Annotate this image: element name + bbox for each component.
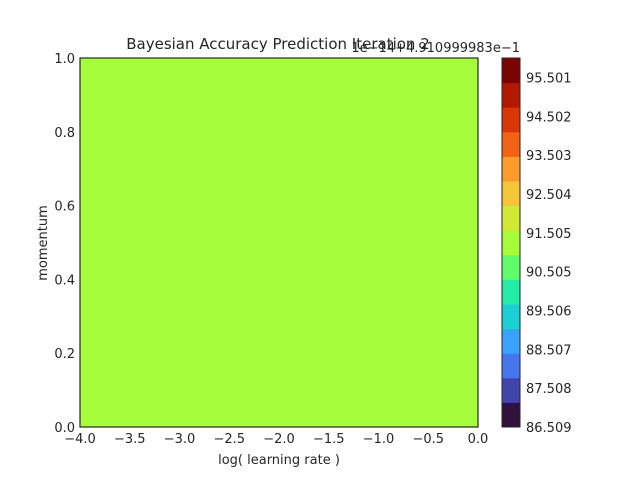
colorbar-band <box>502 328 520 354</box>
colorbar-frame <box>501 57 521 428</box>
colorbar-band <box>502 131 520 157</box>
y-axis-ticks: 0.0 0.2 0.4 0.6 0.8 1.0 <box>54 52 75 436</box>
x-axis-ticks: −4.0 −3.5 −3.0 −2.5 −2.0 −1.5 −1.0 −0.5 0.0 <box>64 432 488 447</box>
colorbar-band <box>502 402 520 428</box>
colorbar-tick-label: 90.505 <box>526 266 572 281</box>
plot-frame <box>79 57 479 428</box>
colorbar-band <box>502 377 520 403</box>
colorbar-band <box>502 82 520 108</box>
colorbar-tick-label: 89.506 <box>526 304 572 319</box>
x-tick-label: −1.0 <box>363 432 395 447</box>
colorbar-tick-label: 88.507 <box>526 343 572 358</box>
colorbar-band <box>502 58 520 84</box>
colorbar-band <box>502 107 520 133</box>
y-tick-label: 0.2 <box>54 347 75 362</box>
x-tick-label: −1.5 <box>313 432 345 447</box>
colorbar <box>502 58 520 428</box>
heatmap-field <box>80 58 478 427</box>
x-axis-label: log( learning rate ) <box>218 453 340 468</box>
colorbar-band <box>502 181 520 207</box>
y-tick-label: 0.0 <box>54 421 75 436</box>
x-tick-label: −2.5 <box>213 432 245 447</box>
colorbar-band <box>502 205 520 231</box>
y-tick-label: 0.4 <box>54 273 75 288</box>
colorbar-tick-label: 86.509 <box>526 421 572 436</box>
colorbar-tick-label: 87.508 <box>526 382 572 397</box>
colorbar-tick-label: 92.504 <box>526 188 572 203</box>
colorbar-ticks: 86.509 87.508 88.507 89.506 90.505 91.505 92.5… <box>526 71 572 436</box>
colorbar-tick-label: 94.502 <box>526 110 572 125</box>
colorbar-tick-label: 93.503 <box>526 149 572 164</box>
colorbar-band <box>502 156 520 182</box>
colorbar-band <box>502 304 520 330</box>
y-tick-label: 1.0 <box>54 52 75 67</box>
colorbar-band <box>502 254 520 280</box>
y-tick-label: 0.8 <box>54 126 75 141</box>
colorbar-tick-label: 91.505 <box>526 227 572 242</box>
colorbar-band <box>502 353 520 379</box>
x-tick-label: −3.5 <box>114 432 146 447</box>
y-tick-label: 0.6 <box>54 200 75 215</box>
colorbar-tick-label: 95.501 <box>526 71 572 86</box>
x-tick-label: −0.5 <box>412 432 444 447</box>
colorbar-band <box>502 230 520 256</box>
x-tick-label: −2.0 <box>263 432 295 447</box>
x-tick-label: 0.0 <box>468 432 489 447</box>
y-axis-label: momentum <box>36 205 51 281</box>
x-tick-label: −3.0 <box>164 432 196 447</box>
chart-title: Bayesian Accuracy Prediction Iteration 2 <box>126 35 430 53</box>
x-tick-label: −4.0 <box>64 432 96 447</box>
colorbar-offset-text: 1e−14+4.910999983e−1 <box>351 41 520 56</box>
colorbar-band <box>502 279 520 305</box>
